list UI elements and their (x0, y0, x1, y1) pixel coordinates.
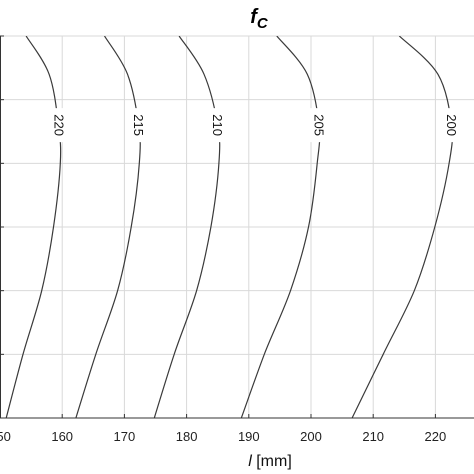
contour-label-background (310, 108, 329, 143)
contour-label: 215 (131, 114, 146, 136)
contour-line (240, 36, 321, 418)
contour-line (351, 36, 453, 418)
contour-label-background (50, 108, 69, 143)
x-tick-label: 180 (176, 429, 198, 444)
contour-label: 220 (52, 114, 67, 136)
contour-label: 205 (312, 114, 327, 136)
contour-lines (5, 36, 453, 418)
x-tick-label: 220 (425, 429, 447, 444)
contour-label-background (208, 108, 227, 143)
contour-labels: 220 215 210 205 200 (50, 108, 461, 143)
x-tick-label: 210 (362, 429, 384, 444)
grid (0, 35, 474, 419)
contour-label: 210 (210, 114, 225, 136)
contour-line (5, 36, 62, 418)
chart-title-main: f (250, 6, 259, 28)
x-tick-label: 170 (114, 429, 136, 444)
x-tick-label: 150 (0, 429, 11, 444)
x-tick-label: 190 (238, 429, 260, 444)
x-axis-label: l [mm] (248, 453, 292, 470)
contour-line (75, 36, 141, 418)
contour-label-background (442, 108, 461, 143)
axes: 150160170180190200210220230240 (0, 35, 474, 444)
contour-label: 200 (444, 114, 459, 136)
chart-title-subscript: C (257, 15, 269, 32)
contour-line (153, 36, 221, 418)
x-tick-label: 200 (300, 429, 322, 444)
x-tick-label: 160 (51, 429, 73, 444)
x-axis-label-unit: [mm] (252, 453, 292, 470)
contour-label-background (129, 108, 148, 143)
x-axis-label-variable: l (248, 453, 252, 470)
chart-title: fC (250, 6, 269, 32)
